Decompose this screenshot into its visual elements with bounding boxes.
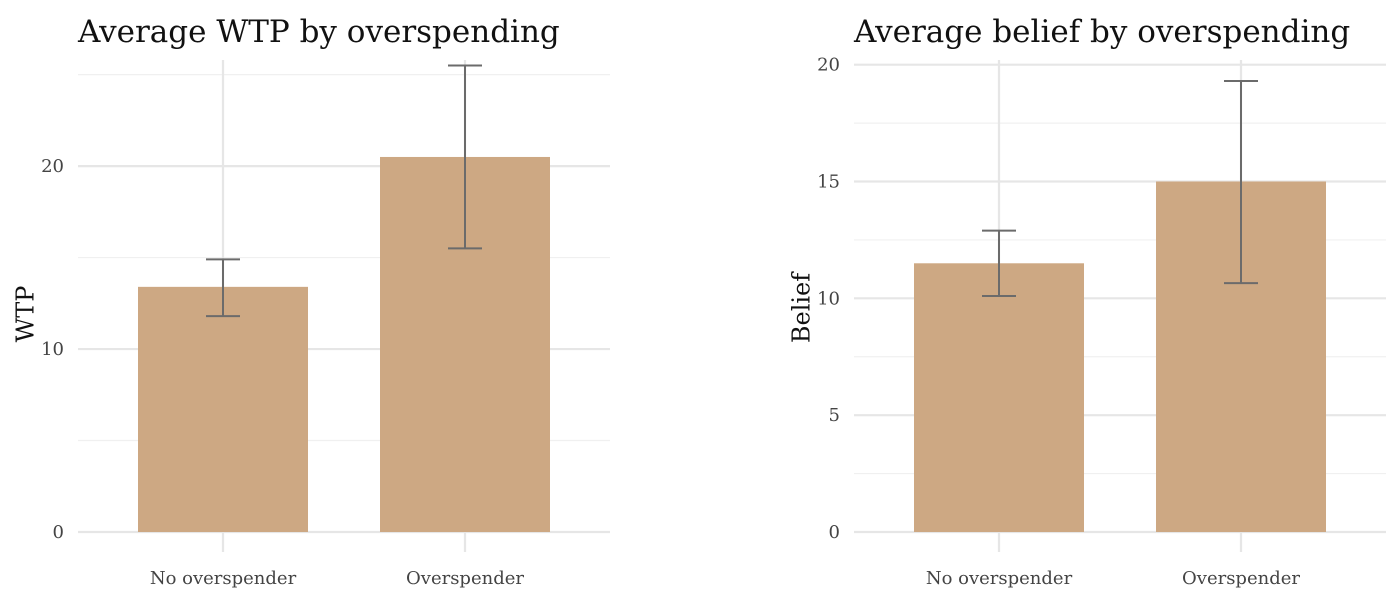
x-tick-label: Overspender (1182, 568, 1300, 589)
y-tick-label: 10 (41, 339, 64, 360)
y-axis-label: WTP (12, 286, 40, 343)
y-tick-label: 15 (817, 172, 840, 193)
x-tick-label: Overspender (406, 568, 524, 589)
y-tick-label: 5 (829, 405, 840, 426)
panel-2: 0 5 10 15 20 No overspender Overspender Average… (788, 14, 1386, 589)
y-tick-label: 10 (817, 288, 840, 309)
bar-no-overspender (914, 263, 1084, 532)
x-tick-label: No overspender (926, 568, 1073, 589)
y-tick-label: 0 (829, 522, 840, 543)
chart-title: Average WTP by overspending (77, 14, 560, 50)
y-tick-label: 0 (53, 522, 64, 543)
panel-1: 0 10 20 No overspender Overspender Average WT… (12, 14, 610, 589)
y-tick-label: 20 (817, 55, 840, 76)
bar-no-overspender (138, 286, 308, 532)
chart-title: Average belief by overspending (853, 14, 1350, 50)
y-axis-label: Belief (788, 271, 816, 343)
y-tick-label: 20 (41, 156, 64, 177)
x-tick-label: No overspender (150, 568, 297, 589)
